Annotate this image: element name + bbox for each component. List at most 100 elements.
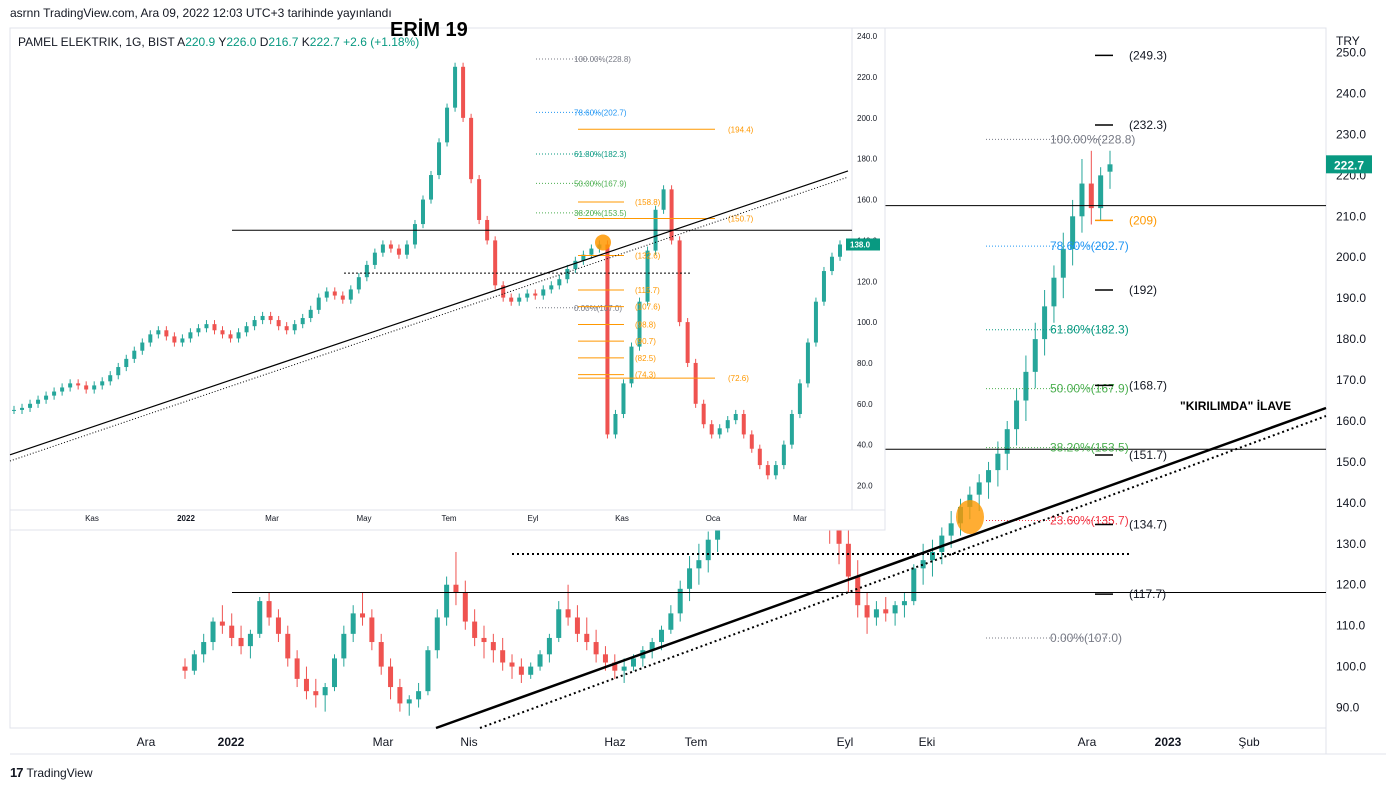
target-level-label: (209) (1129, 213, 1157, 227)
y-tick-label: 130.0 (1336, 537, 1366, 551)
inset-candle-body (356, 277, 361, 290)
inset-candle-body (140, 342, 145, 351)
inset-candle-body (589, 248, 594, 255)
x-tick-label: Mar (373, 735, 394, 749)
inset-candle-body (525, 293, 530, 298)
x-tick-label: Eyl (837, 735, 854, 749)
inset-fib-label: 61.80%(182.3) (574, 150, 627, 159)
inset-candle-body (284, 326, 289, 331)
candle-body (873, 609, 879, 618)
candle-body (341, 633, 347, 659)
y-tick-label: 110.0 (1336, 619, 1365, 633)
inset-candle-body (188, 332, 193, 339)
inset-fib-label: 50.00%(167.9) (574, 179, 627, 188)
inset-candle-body (533, 293, 538, 296)
inset-y-tick-label: 40.0 (857, 441, 873, 450)
inset-candle-body (445, 107, 450, 143)
inset-orange-label: (74.3) (635, 371, 656, 380)
inset-candle-body (76, 383, 81, 386)
inset-candle-body (60, 387, 65, 392)
candle-body (565, 609, 571, 618)
inset-chart-frame (9, 27, 886, 531)
inset-candle-body (461, 66, 466, 118)
candle-body (1079, 183, 1085, 217)
candle-body (649, 642, 655, 651)
candle-body (219, 621, 225, 626)
inset-candle-body (252, 320, 257, 327)
inset-candle-body (661, 189, 666, 210)
inset-orange-label: (107.6) (635, 303, 661, 312)
candle-body (696, 560, 702, 569)
inset-candle-body (605, 244, 610, 435)
inset-candle-body (52, 391, 57, 396)
candle-body (528, 666, 534, 675)
x-tick-label: Haz (604, 735, 625, 749)
candle-body (210, 621, 216, 643)
candle-body (593, 642, 599, 655)
inset-orange-label: (98.8) (635, 321, 656, 330)
candle-body (584, 633, 590, 643)
candle-body (406, 699, 412, 704)
candle-body (247, 633, 253, 647)
inset-candle-body (717, 428, 722, 435)
candle-body (472, 621, 478, 638)
inset-candle-body (92, 385, 97, 390)
inset-y-tick-label: 220.0 (857, 73, 878, 82)
inset-orange-label: (82.5) (635, 354, 656, 363)
target-level-label: (232.3) (1129, 118, 1167, 132)
y-tick-label: 250.0 (1336, 46, 1366, 60)
tradingview-footer[interactable]: 17 TradingView (10, 765, 93, 780)
y-tick-label: 120.0 (1336, 578, 1366, 592)
inset-y-tick-label: 100.0 (857, 318, 878, 327)
candle-body (892, 605, 898, 614)
inset-x-tick-label: Oca (706, 514, 721, 523)
candle-body (1107, 164, 1113, 172)
y-tick-label: 200.0 (1336, 250, 1366, 264)
candle-body (444, 584, 450, 618)
x-tick-label: Nis (460, 735, 477, 749)
inset-breakout-marker (595, 234, 611, 251)
inset-candle-body (453, 66, 458, 108)
fib-level-label: 50.00%(167.9) (1050, 382, 1129, 396)
inset-candle-body (581, 254, 586, 261)
x-tick-label: Şub (1238, 735, 1260, 749)
support-trendline (435, 406, 1327, 730)
inset-x-tick-label: Eyl (527, 514, 538, 523)
target-level-label: (117.7) (1129, 587, 1166, 601)
inset-candle-body (132, 350, 137, 359)
inset-candle-body (437, 142, 442, 176)
inset-candle-body (613, 414, 618, 435)
symbol-legend: PAMEL ELEKTRIK, 1G, BIST A220.9 Y226.0 D… (18, 35, 419, 49)
y-tick-label: 190.0 (1336, 291, 1366, 305)
inset-candle-body (244, 326, 249, 333)
inset-candle-body (477, 179, 482, 220)
candle-body (901, 601, 907, 606)
candle-body (425, 650, 431, 692)
target-level-label: (249.3) (1129, 48, 1167, 62)
x-tick-label: Ara (137, 735, 156, 749)
inset-x-tick-label: 2022 (177, 514, 195, 523)
x-tick-label: 2023 (1155, 735, 1182, 749)
candle-body (1014, 400, 1020, 430)
inset-candle-body (629, 346, 634, 384)
inset-x-tick-label: Tem (441, 514, 456, 523)
fib-level-label: 61.80%(182.3) (1050, 323, 1129, 337)
inset-fib-label: 0.00%(107.0) (574, 304, 622, 313)
inset-candle-body (348, 289, 353, 300)
inset-candle-body (773, 465, 778, 476)
candle-body (929, 551, 935, 561)
inset-candle-body (124, 358, 129, 368)
candle-body (416, 691, 422, 700)
x-tick-label: 2022 (218, 735, 245, 749)
inset-candle-body (236, 332, 241, 339)
inset-candle-body (645, 250, 650, 302)
inset-candle-body (396, 248, 401, 255)
candle-body (285, 633, 291, 659)
candle-body (1032, 339, 1038, 372)
candle-body (500, 650, 506, 663)
inset-candle-body (268, 315, 273, 321)
candle-body (911, 568, 917, 602)
annotation-label: "KIRILIMDA" İLAVE (1180, 398, 1291, 413)
inset-fib-label: 38.20%(153.5) (574, 209, 627, 218)
